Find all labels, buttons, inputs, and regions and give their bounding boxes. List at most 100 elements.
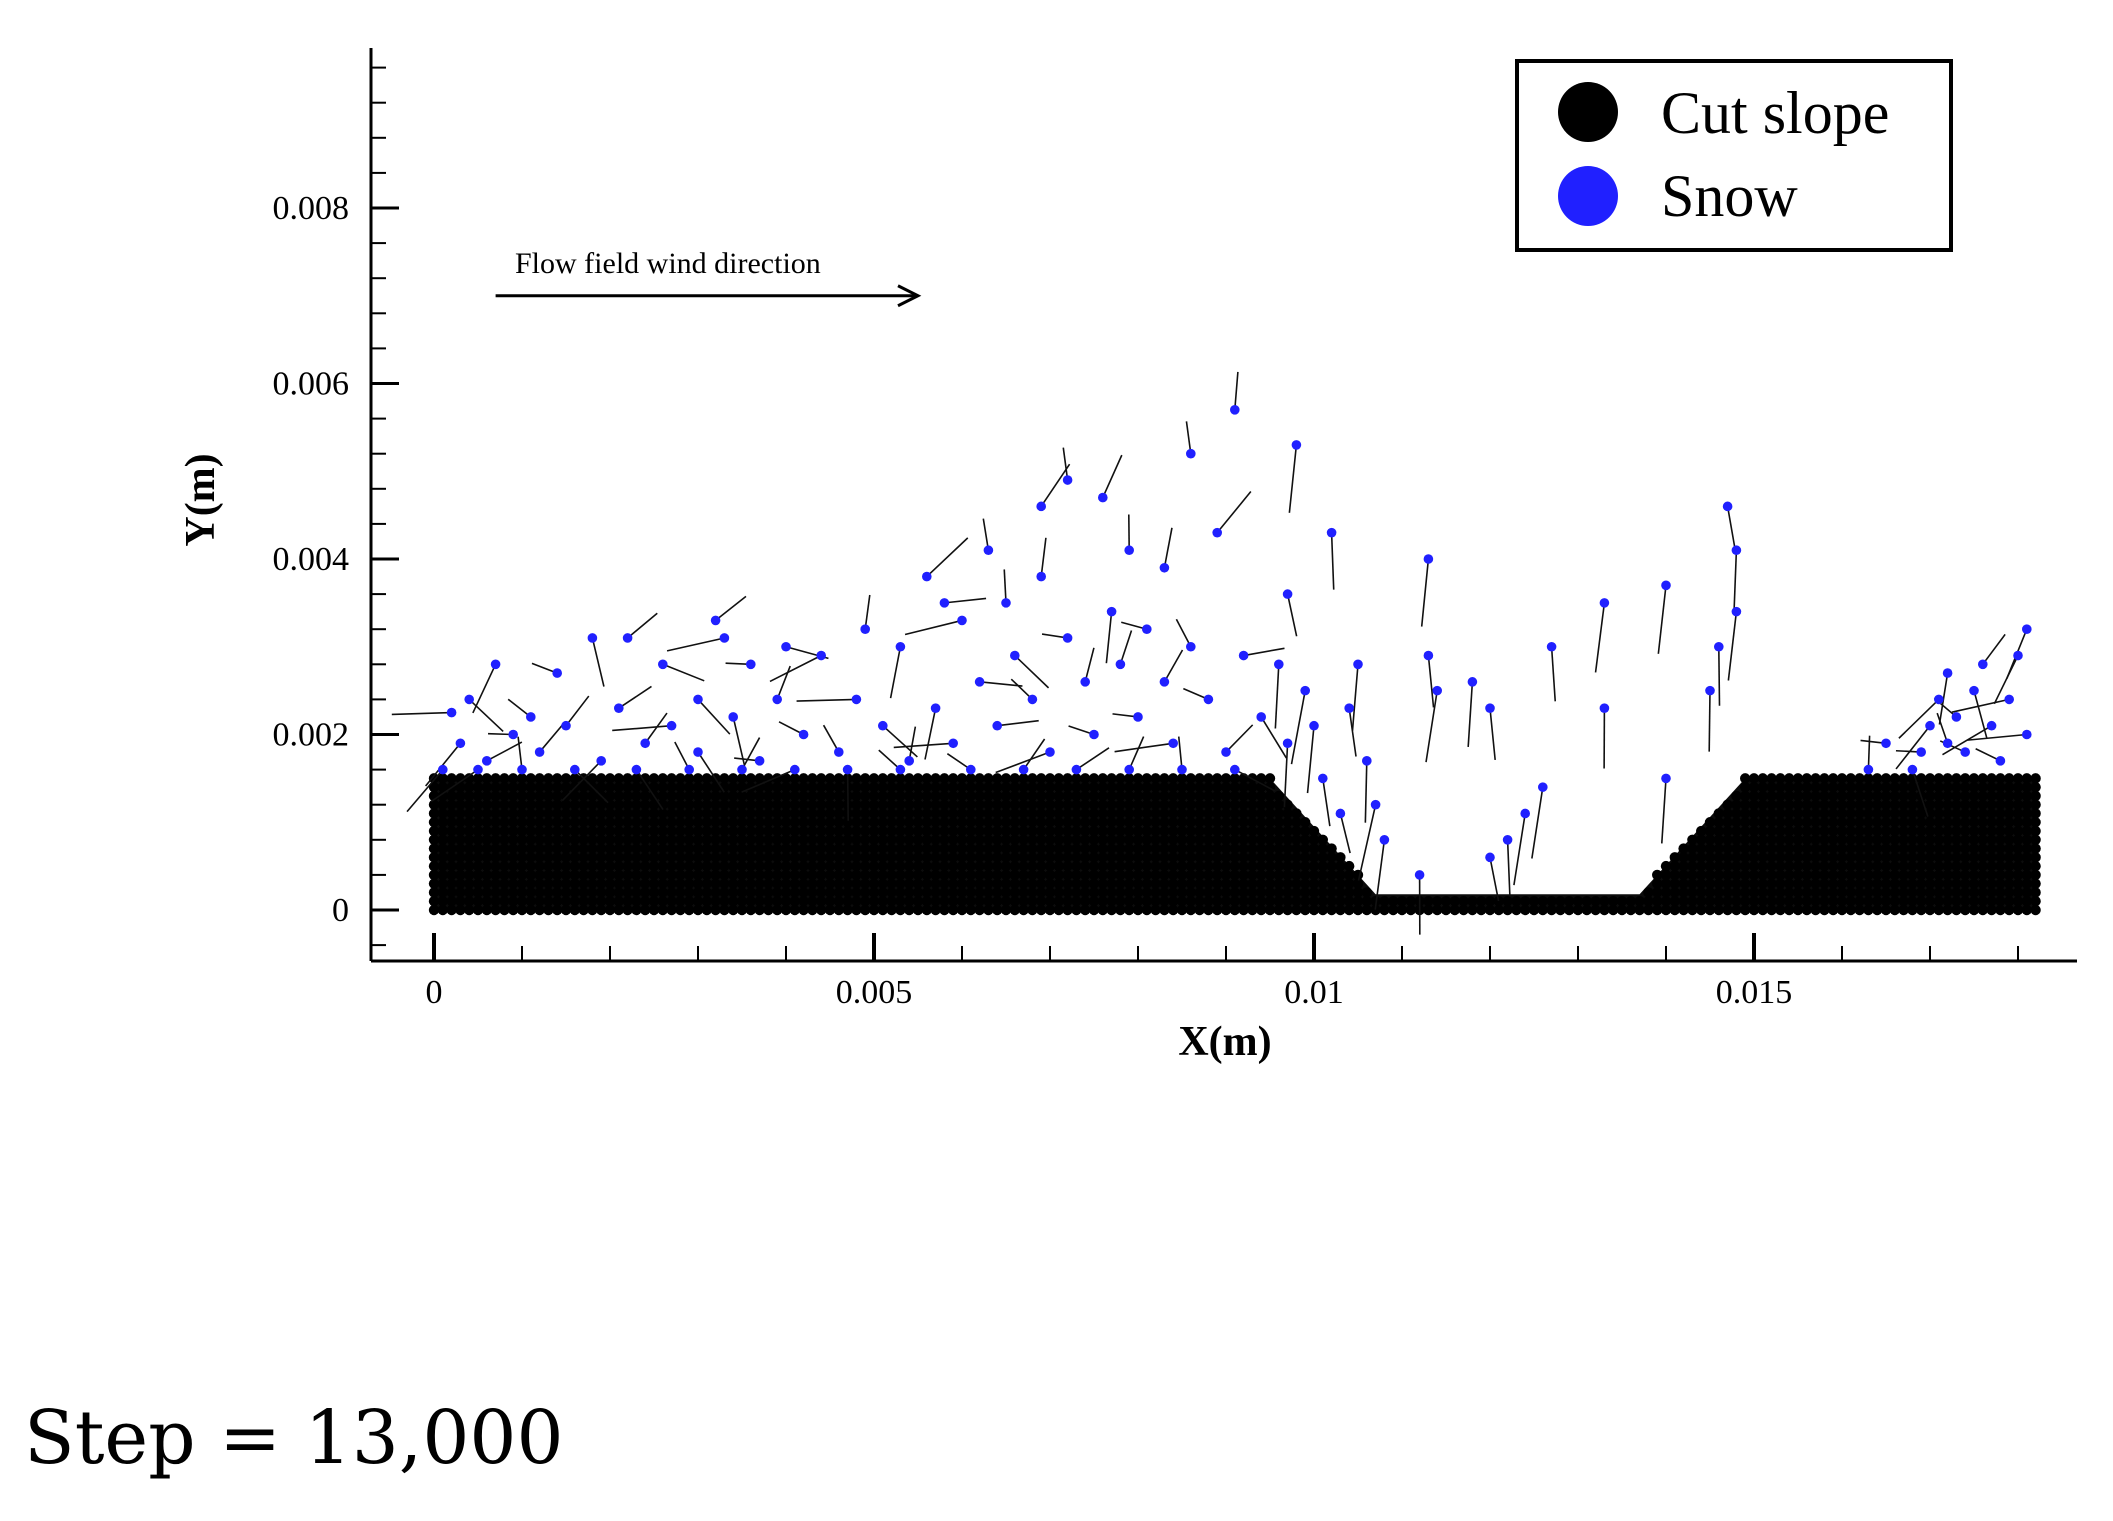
cut-slope-particle xyxy=(1801,843,1813,854)
cut-slope-particle xyxy=(640,799,651,810)
cut-slope-particle xyxy=(1854,869,1865,881)
cut-slope-particle xyxy=(2030,825,2041,837)
cut-slope-particle xyxy=(543,860,554,872)
cut-slope-particle xyxy=(1995,878,2006,889)
cut-slope-particle xyxy=(1018,896,1029,907)
cut-slope-particle xyxy=(728,799,739,810)
cut-slope-particle xyxy=(816,860,827,872)
cut-slope-particle xyxy=(1071,843,1082,854)
cut-slope-particle xyxy=(1080,790,1091,802)
cut-slope-particle xyxy=(877,790,888,802)
cut-slope-particle xyxy=(701,878,712,889)
cut-slope-particle xyxy=(1546,896,1557,907)
cut-slope-particle xyxy=(868,878,880,889)
cut-slope-particle xyxy=(816,825,827,837)
cut-slope-particle xyxy=(1880,887,1892,898)
cut-slope-particle xyxy=(798,808,809,819)
cut-slope-particle xyxy=(1282,878,1293,889)
cut-slope-particle xyxy=(1229,869,1241,881)
cut-slope-particle xyxy=(1080,817,1091,828)
cut-slope-particle xyxy=(1300,887,1311,898)
cut-slope-particle xyxy=(1141,843,1153,854)
cut-slope-particle xyxy=(534,843,545,854)
cut-slope-particle xyxy=(622,869,633,881)
cut-slope-particle xyxy=(965,887,976,898)
cut-slope-particle xyxy=(1036,834,1047,845)
cut-slope-particle xyxy=(1326,860,1337,872)
cut-slope-particle xyxy=(2012,887,2024,898)
cut-slope-particle xyxy=(1537,896,1549,907)
cut-slope-particle xyxy=(1159,878,1170,889)
cut-slope-particle xyxy=(2021,834,2033,845)
cut-slope-particle xyxy=(807,834,818,845)
cut-slope-particle xyxy=(860,852,871,863)
cut-slope-particle xyxy=(1194,825,1205,837)
cut-slope-particle xyxy=(1880,860,1892,872)
cut-slope-particle xyxy=(1828,799,1839,810)
cut-slope-particle xyxy=(657,817,668,828)
snow-particle xyxy=(781,641,791,652)
cut-slope-particle xyxy=(684,860,695,872)
cut-slope-particle xyxy=(1220,773,1232,784)
cut-slope-particle xyxy=(904,781,915,793)
cut-slope-particle xyxy=(1396,904,1408,916)
cut-slope-particle xyxy=(640,817,651,828)
cut-slope-particle xyxy=(877,887,888,898)
cut-slope-particle xyxy=(1168,878,1179,889)
cut-slope-particle xyxy=(1854,781,1865,793)
cut-slope-particle xyxy=(1731,843,1742,854)
cut-slope-particle xyxy=(745,896,756,907)
cut-slope-particle xyxy=(992,781,1003,793)
cut-slope-particle xyxy=(1810,887,1821,898)
cut-slope-particle xyxy=(1889,896,1901,907)
cut-slope-particle xyxy=(745,852,756,863)
cut-slope-particle xyxy=(1088,790,1100,802)
cut-slope-particle xyxy=(560,799,572,810)
cut-slope-particle xyxy=(587,869,598,881)
cut-slope-particle xyxy=(1968,852,1980,863)
cut-slope-particle xyxy=(1326,904,1337,916)
cut-slope-particle xyxy=(1132,896,1144,907)
cut-slope-particle xyxy=(631,773,642,784)
cut-slope-particle xyxy=(2012,808,2024,819)
cut-slope-particle xyxy=(745,817,756,828)
cut-slope-particle xyxy=(2004,790,2015,802)
snow-particle xyxy=(1951,712,1962,722)
cut-slope-particle xyxy=(1951,887,1962,898)
cut-slope-particle xyxy=(877,843,888,854)
cut-slope-particle xyxy=(569,878,580,889)
cut-slope-particle xyxy=(622,904,633,916)
velocity-vector xyxy=(1348,708,1357,757)
cut-slope-particle xyxy=(1845,852,1857,863)
cut-slope-particle xyxy=(1071,781,1082,793)
cut-slope-particle xyxy=(464,834,475,845)
cut-slope-particle xyxy=(613,896,624,907)
cut-slope-particle xyxy=(1995,887,2006,898)
cut-slope-particle xyxy=(1836,896,1848,907)
cut-slope-particle xyxy=(1326,843,1337,854)
cut-slope-particle xyxy=(1748,878,1760,889)
cut-slope-particle xyxy=(807,825,818,837)
snow-particle xyxy=(1353,659,1363,670)
cut-slope-particle xyxy=(1080,834,1091,845)
cut-slope-particle xyxy=(939,834,950,845)
cut-slope-particle xyxy=(1757,869,1769,881)
velocity-vector xyxy=(1657,585,1667,654)
cut-slope-particle xyxy=(569,904,580,916)
cut-slope-particle xyxy=(701,790,712,802)
cut-slope-particle xyxy=(1132,904,1144,916)
cut-slope-particle xyxy=(956,790,968,802)
cut-slope-particle xyxy=(1696,852,1707,863)
cut-slope-particle xyxy=(437,817,448,828)
cut-slope-particle xyxy=(1344,869,1355,881)
cut-slope-particle xyxy=(587,799,598,810)
cut-slope-particle xyxy=(1872,808,1883,819)
cut-slope-particle xyxy=(675,843,686,854)
cut-slope-particle xyxy=(1088,825,1100,837)
cut-slope-particle xyxy=(763,825,774,837)
cut-slope-particle xyxy=(2021,878,2033,889)
cut-slope-particle xyxy=(956,869,968,881)
cut-slope-particle xyxy=(534,878,545,889)
cut-slope-particle xyxy=(1898,817,1909,828)
cut-slope-particle xyxy=(1018,860,1029,872)
